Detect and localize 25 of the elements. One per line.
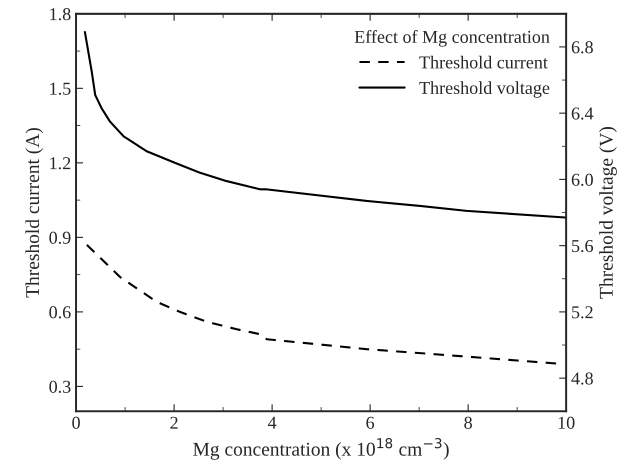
y2-tick-label: 6.8: [572, 41, 593, 54]
legend-label: Threshold voltage: [419, 81, 550, 98]
y-tick-label: 1.2: [50, 157, 70, 170]
x-axis-title: Mg concentration (x 10$^{18}$ cm$^{−3}$): [193, 438, 449, 460]
x-tick-label: 8: [464, 416, 472, 429]
line-series: [84, 30, 566, 219]
y2-tick-label: 6.0: [572, 174, 593, 186]
y-tick-label: 1.8: [50, 8, 71, 20]
legend-label: Threshold current: [419, 56, 548, 69]
y2-tick-label: 5.2: [572, 306, 593, 318]
y-tick-label: 1.5: [50, 82, 71, 95]
y2-tick-label: 6.4: [572, 107, 594, 120]
x-tick-label: 6: [366, 416, 374, 429]
y2-tick-label: 4.8: [571, 372, 593, 385]
y2-axis-title: Threshold voltage (V): [599, 126, 617, 299]
y-tick-label: 0.6: [49, 306, 71, 318]
x-tick-label: 2: [170, 416, 178, 429]
x-tick-label: 0: [72, 416, 80, 429]
y-tick-label: 0.3: [49, 380, 71, 393]
y-tick-label: 0.9: [49, 232, 70, 244]
x-tick-label: 10: [558, 416, 574, 429]
y-axis-title: Threshold current (A): [25, 128, 44, 298]
y2-tick-label: 5.6: [572, 240, 594, 252]
legend-title: Effect of Mg concentration: [354, 30, 550, 47]
x-tick-label: 4: [268, 416, 276, 429]
